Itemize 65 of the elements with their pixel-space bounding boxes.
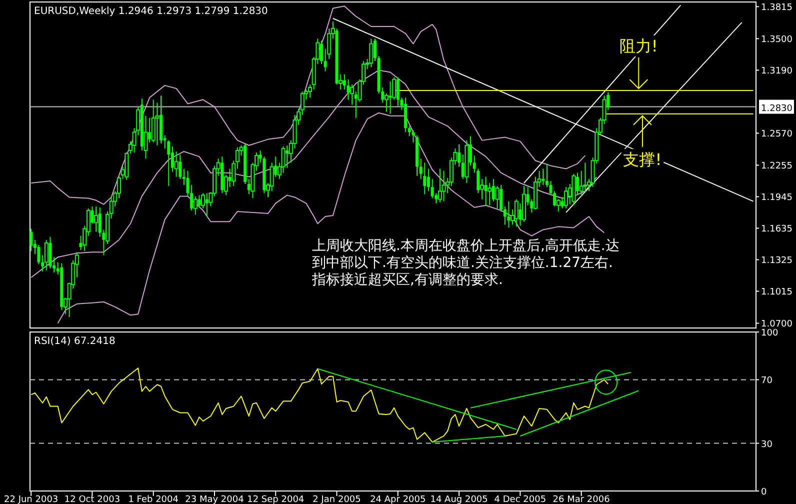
candlestick bbox=[48, 236, 52, 269]
candlestick bbox=[286, 144, 289, 168]
x-tick-label: 1 Feb 2004 bbox=[128, 495, 179, 504]
y-tick-label: 1.1945 bbox=[761, 193, 792, 204]
candlestick bbox=[503, 206, 506, 226]
candlestick bbox=[388, 80, 392, 114]
x-tick-label: 2 Jan 2005 bbox=[312, 495, 361, 504]
annotation: 支撑! bbox=[623, 150, 662, 169]
candlestick bbox=[564, 186, 568, 209]
candlestick bbox=[500, 184, 503, 212]
candlestick bbox=[426, 168, 430, 192]
candlestick bbox=[396, 76, 400, 108]
y-tick-label: 1.1015 bbox=[761, 288, 792, 298]
candlestick bbox=[320, 40, 323, 65]
candlestick bbox=[174, 150, 178, 178]
y-tick-label: 30 bbox=[761, 440, 773, 450]
y-tick-label: 70 bbox=[761, 376, 773, 386]
line-series bbox=[30, 6, 586, 205]
y-tick-label: 0 bbox=[761, 488, 767, 498]
candlestick bbox=[373, 38, 376, 62]
annotation: 到中部以下.有空头的味道.关注支撑位.1.27左右. bbox=[312, 255, 613, 271]
candlestick bbox=[484, 176, 488, 206]
x-tick-label: 12 Oct 2003 bbox=[64, 495, 120, 504]
y-tick-label: 100 bbox=[761, 328, 778, 338]
x-tick-label: 24 Apr 2005 bbox=[370, 495, 426, 504]
y-tick-label: 1.3815 bbox=[761, 3, 792, 14]
candlestick bbox=[583, 162, 588, 193]
candlestick bbox=[514, 198, 518, 228]
candlestick bbox=[151, 99, 156, 143]
chart-title: RSI(14) 67.2418 bbox=[34, 336, 116, 347]
candlestick bbox=[438, 168, 442, 203]
candlestick bbox=[412, 130, 415, 143]
candlestick bbox=[205, 192, 208, 218]
x-tick-label: 22 Jun 2003 bbox=[4, 495, 58, 504]
y-tick-label: 1.2570 bbox=[761, 130, 793, 140]
candlestick bbox=[44, 239, 48, 271]
candlestick bbox=[542, 168, 545, 186]
candlestick bbox=[94, 206, 98, 232]
candlestick bbox=[346, 78, 350, 100]
candlestick bbox=[198, 194, 201, 208]
annotation: 上周收大阳线.本周在收盘价上开盘后,高开低走.达 bbox=[312, 238, 620, 254]
annotation: 阻力! bbox=[619, 36, 658, 56]
x-tick-label: 23 May 2004 bbox=[185, 495, 244, 504]
y-tick-label: 1.0700 bbox=[761, 320, 793, 330]
y-tick-label: 1.3500 bbox=[761, 35, 793, 46]
x-tick-label: 26 Mar 2006 bbox=[552, 495, 610, 504]
candlestick bbox=[37, 244, 40, 265]
candlestick bbox=[442, 170, 446, 202]
candlestick bbox=[545, 163, 548, 188]
candlestick bbox=[507, 200, 510, 228]
candlestick bbox=[30, 228, 33, 252]
annotation: 指标接近超买区,有调整的要求. bbox=[311, 272, 503, 288]
y-tick-label: 1.1325 bbox=[761, 256, 792, 266]
x-tick-label: 4 Dec 2005 bbox=[494, 495, 546, 504]
ref-line-label: 1.2830 bbox=[761, 104, 793, 114]
candlestick bbox=[178, 154, 182, 180]
candlestick bbox=[155, 102, 160, 146]
chart-title: EURUSD,Weekly 1.2946 1.2973 1.2799 1.2830 bbox=[34, 6, 268, 17]
candlestick bbox=[369, 38, 374, 68]
x-tick-label: 14 Aug 2005 bbox=[430, 495, 488, 504]
y-tick-label: 1.2255 bbox=[761, 162, 792, 172]
x-tick-label: 12 Sep 2004 bbox=[247, 495, 304, 504]
y-tick-label: 1.3190 bbox=[761, 66, 793, 77]
y-tick-label: 1.1635 bbox=[761, 224, 792, 235]
candlestick bbox=[423, 162, 426, 195]
